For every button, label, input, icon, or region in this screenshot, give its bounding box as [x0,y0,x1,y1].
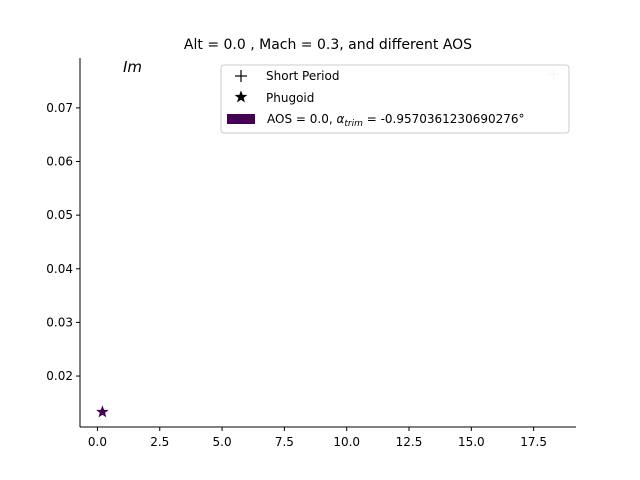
x-tick-label: 10.0 [333,435,360,449]
legend-aos-prefix: AOS = 0.0, [267,112,336,126]
legend-label-phugoid: Phugoid [266,91,314,105]
legend-frame [220,64,570,134]
chart-title: Alt = 0.0 , Mach = 0.3, and different AO… [184,37,472,53]
y-tick-label: 0.07 [46,101,73,115]
legend-plus-marker [235,70,247,82]
x-tick-label: 12.5 [396,435,423,449]
legend-aos-suffix: = -0.9570361230690276° [363,112,525,126]
x-tick-label: 15.0 [458,435,485,449]
y-ticks: 0.02 0.03 0.04 0.05 0.06 0.07 [46,101,80,383]
x-tick-label: 17.5 [520,435,547,449]
phugoid-point [96,405,109,418]
x-tick-label: 0.0 [88,435,107,449]
x-tick-label: 2.5 [150,435,169,449]
x-tick-label: 7.5 [275,435,294,449]
y-tick-label: 0.05 [46,208,73,222]
im-annotation: Im [123,58,142,76]
legend-star-marker [234,90,248,103]
legend-trim-subscript: trim [344,119,363,129]
axes [79,58,576,428]
x-tick-label: 5.0 [213,435,232,449]
legend-alpha-symbol: α [336,112,344,126]
y-tick-label: 0.06 [46,155,73,169]
legend-label-short-period: Short Period [266,69,339,83]
y-tick-label: 0.02 [46,369,73,383]
x-ticks: 0.0 2.5 5.0 7.5 10.0 12.5 15.0 17.5 [88,427,547,449]
legend-color-patch [227,114,255,124]
y-tick-label: 0.04 [46,262,73,276]
legend: Short Period Phugoid AOS = 0.0, αtrim = … [220,64,570,134]
y-tick-label: 0.03 [46,315,73,329]
legend-label-aos: AOS = 0.0, αtrim = -0.9570361230690276° [267,112,525,129]
